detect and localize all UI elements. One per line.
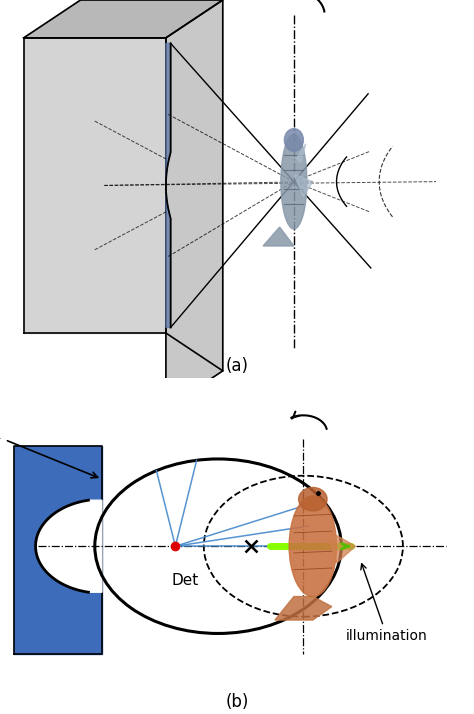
Polygon shape — [296, 144, 306, 163]
Polygon shape — [24, 0, 223, 38]
Polygon shape — [166, 44, 171, 328]
Ellipse shape — [289, 496, 337, 597]
Text: illumination: illumination — [346, 564, 428, 643]
Polygon shape — [14, 446, 102, 653]
Ellipse shape — [299, 488, 327, 511]
Text: (a): (a) — [226, 356, 248, 375]
Text: Det: Det — [171, 573, 199, 588]
Ellipse shape — [281, 134, 307, 229]
Polygon shape — [275, 597, 332, 620]
Polygon shape — [294, 174, 313, 197]
Text: AR: AR — [0, 427, 98, 478]
Polygon shape — [327, 533, 356, 563]
Polygon shape — [166, 0, 223, 408]
Text: (b): (b) — [225, 693, 249, 710]
Polygon shape — [263, 227, 294, 246]
Polygon shape — [36, 501, 102, 592]
Ellipse shape — [284, 129, 303, 151]
Polygon shape — [24, 38, 166, 333]
